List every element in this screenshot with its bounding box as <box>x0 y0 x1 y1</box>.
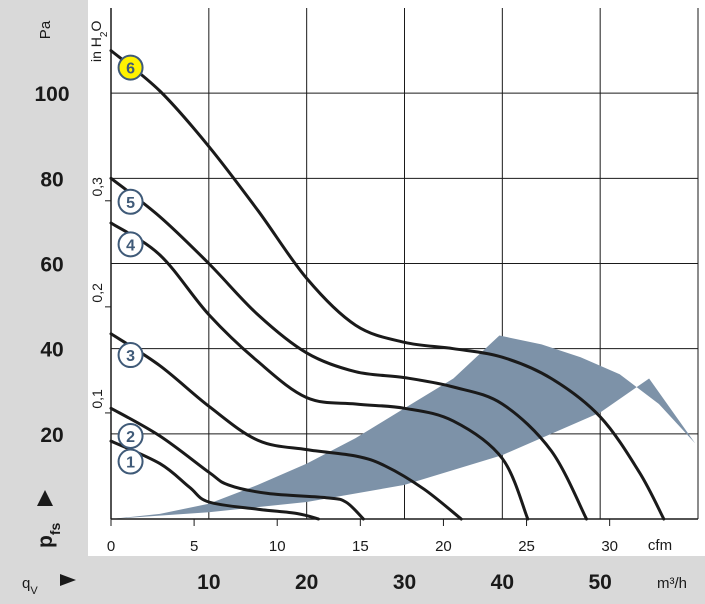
curve-5 <box>109 176 588 521</box>
curve-marker-6 <box>117 54 144 81</box>
x2-tick-label-5: 5 <box>190 538 198 555</box>
x2-tick-label-15: 15 <box>352 538 369 555</box>
y-tick-label-100: 100 <box>34 83 69 106</box>
x-tick-label-30: 30 <box>393 571 416 594</box>
y-axis-secondary-unit: in H2O <box>88 21 110 62</box>
operating-region <box>111 335 696 519</box>
x-axis-unit: m³/h <box>657 575 687 592</box>
bottom-axis-panel <box>0 556 705 604</box>
x-tick-label-20: 20 <box>295 571 318 594</box>
curve-marker-1 <box>117 448 144 475</box>
x-tick-label-10: 10 <box>197 571 220 594</box>
x-tick-label-50: 50 <box>588 571 611 594</box>
x2-tick-label-0: 0 <box>107 538 115 555</box>
y-axis-label: pfs <box>34 523 63 548</box>
y-tick-label-80: 80 <box>40 168 63 191</box>
curve-markers: 1 2 3 4 5 6 <box>117 54 144 475</box>
x-axis-label: qV <box>22 575 38 597</box>
y-tick-label-20: 20 <box>40 424 63 447</box>
curve-marker-label-1: 1 <box>126 455 135 472</box>
x-axis-arrow-icon <box>60 574 76 586</box>
curve-6 <box>109 49 666 521</box>
y-label-main: p <box>34 535 57 548</box>
y-label-sub: fs <box>47 523 63 536</box>
curves <box>109 49 666 521</box>
curve-4 <box>109 221 530 521</box>
curve-marker-label-4: 4 <box>126 237 135 254</box>
y-tick-label-60: 60 <box>40 254 63 277</box>
curve-marker-label-5: 5 <box>126 195 135 212</box>
curve-marker-3 <box>117 342 144 369</box>
y2-tick-label-0: 0,1 <box>89 389 105 409</box>
y-axis-unit: Pa <box>37 20 54 39</box>
y2-unit-sub: 2 <box>99 31 110 37</box>
x-axis-secondary-unit: cfm <box>648 537 672 554</box>
x-label-sub: V <box>30 585 38 597</box>
y2-tick-label-1: 0,2 <box>89 283 105 303</box>
curve-3 <box>109 332 463 521</box>
curve-marker-4 <box>117 231 144 258</box>
x2-tick-label-25: 25 <box>518 538 535 555</box>
x2-tick-label-30: 30 <box>601 538 618 555</box>
curve-marker-5 <box>117 188 144 215</box>
x-tick-label-40: 40 <box>491 571 514 594</box>
curve-1 <box>109 439 320 521</box>
curve-marker-label-3: 3 <box>126 348 135 365</box>
x-label-main: q <box>22 575 30 592</box>
curve-marker-label-6: 6 <box>126 61 135 78</box>
curve-2 <box>109 406 365 521</box>
curve-marker-2 <box>117 422 144 449</box>
x2-tick-label-10: 10 <box>269 538 286 555</box>
x2-tick-label-20: 20 <box>435 538 452 555</box>
y2-unit-main: in H <box>88 37 104 62</box>
y-tick-label-40: 40 <box>40 339 63 362</box>
y2-unit-end: O <box>88 21 104 32</box>
y2-tick-label-2: 0,3 <box>89 177 105 197</box>
y-axis-arrow-icon <box>37 490 53 506</box>
curve-marker-label-2: 2 <box>126 429 135 446</box>
